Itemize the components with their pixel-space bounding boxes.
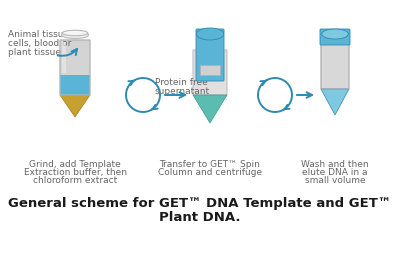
Ellipse shape [62, 32, 88, 39]
Bar [200, 65, 220, 75]
Text: plant tissue: plant tissue [8, 48, 61, 57]
Text: chloroform extract: chloroform extract [33, 176, 117, 185]
FancyBboxPatch shape [321, 44, 349, 89]
Text: Animal tissue,: Animal tissue, [8, 30, 72, 39]
FancyBboxPatch shape [320, 29, 350, 45]
Text: supernatant: supernatant [155, 87, 210, 96]
Text: Transfer to GET™ Spin: Transfer to GET™ Spin [160, 160, 260, 169]
FancyBboxPatch shape [193, 50, 227, 95]
Polygon shape [321, 89, 349, 115]
Ellipse shape [322, 29, 348, 39]
Bar [60, 75, 90, 95]
Text: Extraction buffer, then: Extraction buffer, then [24, 168, 126, 177]
Polygon shape [193, 95, 227, 123]
Text: elute DNA in a: elute DNA in a [302, 168, 368, 177]
Bar [62, 42, 66, 73]
Bar [60, 75, 90, 95]
Text: Protein free: Protein free [155, 78, 208, 87]
Text: General scheme for GET™ DNA Template and GET™: General scheme for GET™ DNA Template and… [8, 197, 392, 210]
Text: Plant DNA.: Plant DNA. [159, 211, 241, 224]
Text: Grind, add Template: Grind, add Template [29, 160, 121, 169]
Polygon shape [60, 95, 90, 117]
Text: Wash and then: Wash and then [301, 160, 369, 169]
Ellipse shape [62, 30, 88, 36]
Ellipse shape [196, 28, 224, 40]
FancyBboxPatch shape [196, 29, 224, 81]
Text: Column and centrifuge: Column and centrifuge [158, 168, 262, 177]
FancyBboxPatch shape [60, 40, 90, 95]
Text: small volume: small volume [305, 176, 365, 185]
Text: cells, blood or: cells, blood or [8, 39, 71, 48]
